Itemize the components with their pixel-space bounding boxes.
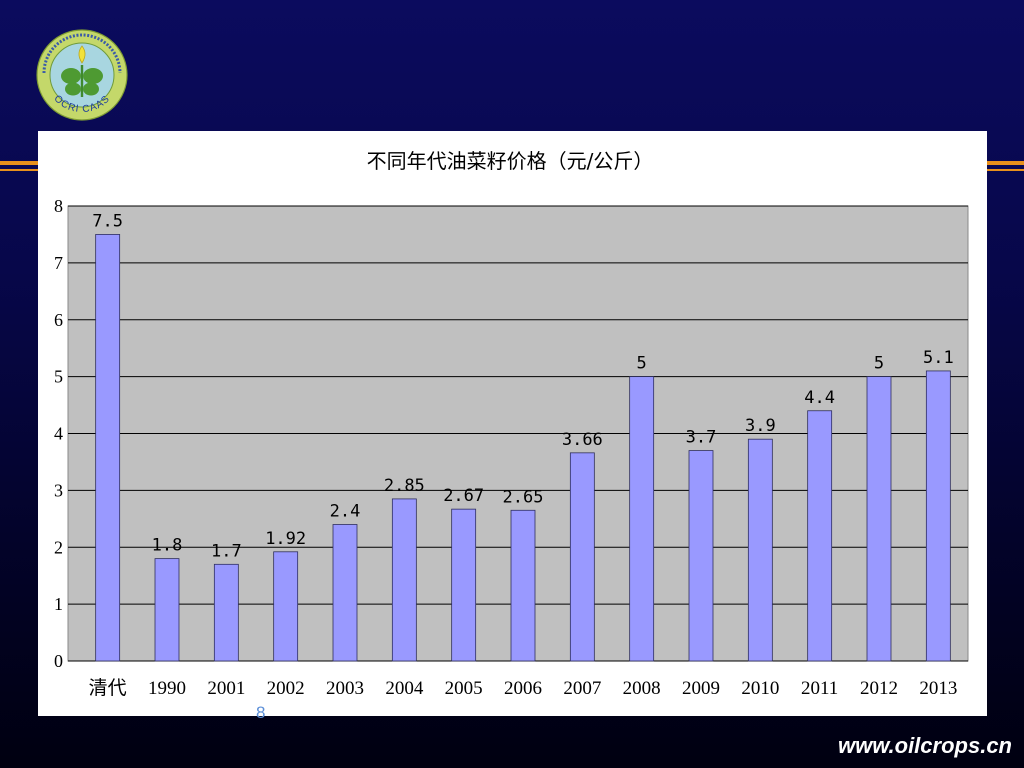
data-label: 5 xyxy=(874,354,884,374)
data-label: 7.5 xyxy=(92,211,123,231)
bar-2006 xyxy=(510,509,536,662)
data-label: 2.65 xyxy=(503,487,544,507)
bar-2003 xyxy=(332,524,358,662)
x-tick-label: 2011 xyxy=(801,678,838,699)
bar-2007 xyxy=(569,452,595,662)
bar-2004 xyxy=(391,498,417,662)
x-tick-label: 2007 xyxy=(563,678,601,699)
data-label: 3.66 xyxy=(562,430,603,450)
x-tick-label: 2012 xyxy=(860,678,898,699)
slide-number: 8 xyxy=(256,703,266,722)
data-label: 3.7 xyxy=(686,428,717,448)
institute-logo: OCRI CAAS xyxy=(36,29,128,121)
bar-2009 xyxy=(688,450,714,662)
x-tick-label: 2002 xyxy=(267,678,305,699)
y-tick-label: 4 xyxy=(54,424,63,444)
chart-title: 不同年代油菜籽价格（元/公斤） xyxy=(367,149,654,173)
x-tick-label: 2013 xyxy=(919,678,957,699)
data-label: 5.1 xyxy=(923,348,954,368)
logo-plant-icon xyxy=(61,45,103,97)
data-label: 4.4 xyxy=(804,388,835,408)
bar-1990 xyxy=(154,558,180,662)
bar-2012 xyxy=(866,376,892,662)
data-label: 1.92 xyxy=(265,529,306,549)
y-tick-label: 8 xyxy=(54,196,63,216)
data-label: 2.67 xyxy=(443,486,484,506)
x-tick-label: 2004 xyxy=(385,678,424,699)
x-tick-label: 2003 xyxy=(326,678,364,699)
bar-2005 xyxy=(451,508,477,662)
bar-2001 xyxy=(213,563,239,662)
footer-url: www.oilcrops.cn xyxy=(838,733,1012,758)
y-tick-label: 1 xyxy=(54,594,63,614)
x-tick-label: 2010 xyxy=(741,678,779,699)
y-tick-label: 0 xyxy=(54,651,63,671)
y-tick-label: 3 xyxy=(54,480,63,500)
x-tick-label: 清代 xyxy=(89,677,127,699)
bar-2008 xyxy=(629,376,655,662)
y-tick-label: 7 xyxy=(54,253,63,273)
data-label: 1.7 xyxy=(211,541,242,561)
data-label: 1.8 xyxy=(152,536,183,556)
x-tick-label: 2005 xyxy=(445,678,483,699)
x-tick-label: 2008 xyxy=(623,678,661,699)
bar-清代 xyxy=(95,234,121,662)
bar-2011 xyxy=(807,410,833,662)
bar-2002 xyxy=(273,551,299,662)
y-tick-label: 6 xyxy=(54,310,63,330)
x-tick-label: 2001 xyxy=(207,678,245,699)
data-label: 2.85 xyxy=(384,476,425,496)
x-tick-label: 1990 xyxy=(148,678,186,699)
x-tick-label: 2006 xyxy=(504,678,542,699)
y-tick-label: 5 xyxy=(54,367,63,387)
bar-2013 xyxy=(925,370,951,662)
bar-2010 xyxy=(747,438,773,662)
data-label: 5 xyxy=(637,354,647,374)
logo-ring-lettering xyxy=(42,33,122,74)
data-label: 3.9 xyxy=(745,416,776,436)
data-label: 2.4 xyxy=(330,502,361,522)
x-tick-label: 2009 xyxy=(682,678,720,699)
y-tick-label: 2 xyxy=(54,537,63,557)
